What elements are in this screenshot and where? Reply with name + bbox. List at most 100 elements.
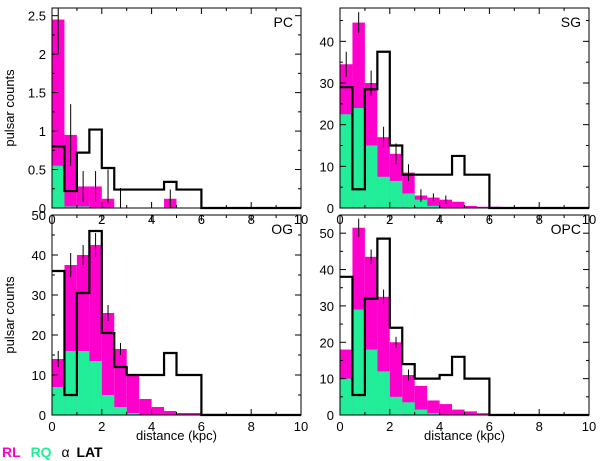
rq-bar [76,351,90,415]
y-tick-label: 40 [320,34,334,49]
rl-bar [164,411,177,415]
y-tick-label: 2.5 [28,9,46,24]
y-tick-label: 10 [320,372,334,387]
rl-bar [414,385,428,415]
rl-bar [464,411,477,415]
rq-bar [340,378,353,415]
rl-bar [64,134,77,208]
rl-bar [452,409,465,415]
rl-bar [427,400,440,415]
panel-opc [339,214,590,417]
rq-bar [52,387,65,415]
x-tick-label: 6 [486,419,493,434]
x-tick-label: 10 [582,419,596,434]
y-tick-label: 50 [32,208,46,223]
y-tick-label: 30 [320,299,334,314]
x-tick-label: 2 [386,419,393,434]
rq-bar [101,395,115,415]
y-tick-label: 50 [320,226,334,241]
x-axis-label: distance (kpc) [424,428,505,443]
rq-bar [89,361,102,415]
legend-rq: RQ [30,444,52,460]
rl-bar [151,407,165,415]
y-tick-label: 0.5 [28,163,46,178]
rq-bar [402,193,415,208]
legend-rl: RL [2,444,21,460]
y-tick-label: 20 [32,328,46,343]
rq-bar [389,180,403,208]
y-tick-label: 0 [327,408,334,423]
y-tick-label: 20 [320,335,334,350]
rq-bar [364,349,378,415]
rq-bar [427,413,440,415]
panel-title: OPC [551,221,581,237]
x-tick-label: 4 [436,419,443,434]
x-axis-label: distance (kpc) [136,428,217,443]
rq-bar [402,402,415,415]
x-tick-label: 6 [198,419,205,434]
panel-title: PC [274,14,293,30]
y-tick-label: 40 [320,263,334,278]
y-tick-label: 0 [39,408,46,423]
y-tick-label: 0 [39,201,46,216]
rq-bar [389,396,403,415]
x-tick-label: 10 [294,419,308,434]
rq-bar [64,351,77,415]
rl-bar [139,399,152,415]
y-axis-label: pulsar counts [2,69,17,147]
x-tick-label: 8 [536,419,543,434]
y-tick-label: 10 [32,368,46,383]
rq-bar [114,407,127,415]
panel-og [51,214,302,417]
rq-bar [414,199,428,208]
y-tick-label: 40 [32,248,46,263]
rq-bar [52,165,65,208]
rl-bar [126,375,140,415]
x-tick-label: 0 [336,419,343,434]
y-tick-label: 30 [320,76,334,91]
rl-bar [114,349,127,415]
rq-bar [352,108,365,208]
rl-bar [476,413,490,415]
rq-bar [76,206,90,208]
rl-bar [439,199,453,208]
y-tick-label: 1.5 [28,86,46,101]
rq-bar [377,371,390,415]
y-axis-label: pulsar counts [2,276,17,354]
y-tick-label: 0 [327,201,334,216]
rl-bar [464,205,477,208]
y-tick-label: 20 [320,118,334,133]
x-tick-label: 0 [48,419,55,434]
y-tick-label: 30 [32,288,46,303]
legend: RL RQ α LAT [2,444,109,460]
plot-frame [51,7,302,209]
rq-bar [340,114,353,208]
rl-bar [52,19,65,208]
y-tick-label: 10 [320,159,334,174]
legend-lat: LAT [76,444,103,460]
panel-title: SG [561,14,581,30]
rq-bar [427,205,440,208]
rq-bar [414,409,428,415]
panel-sg [339,7,590,210]
y-tick-label: 2 [39,47,46,62]
rq-bar [126,413,140,415]
rq-bar [377,176,390,208]
rq-bar [364,145,378,208]
rq-bar [64,206,77,208]
y-tick-label: 1 [39,124,46,139]
rl-bar [452,201,465,208]
x-tick-label: 4 [148,419,155,434]
rq-bar [352,309,365,415]
x-tick-label: 2 [98,419,105,434]
rl-bar [101,313,115,415]
x-tick-label: 8 [248,419,255,434]
rl-bar [176,413,189,415]
rl-bar [188,413,202,415]
legend-alpha: α [61,444,70,460]
rl-bar [427,197,440,208]
panel-pc [51,7,302,210]
rl-bar [439,404,453,415]
panel-title: OG [271,221,293,237]
